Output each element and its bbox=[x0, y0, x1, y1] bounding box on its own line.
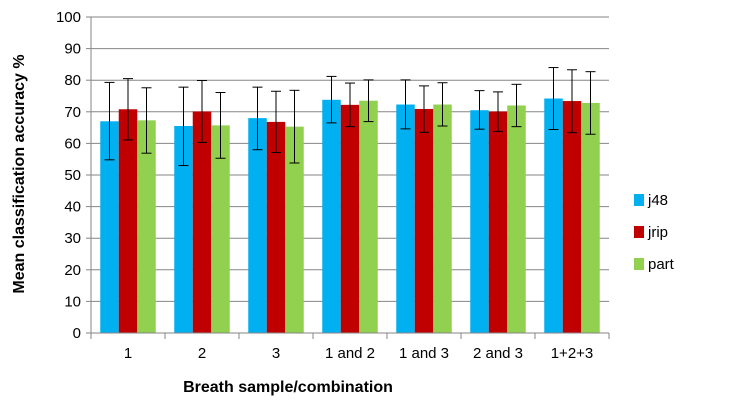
x-tick-label: 2 and 3 bbox=[473, 345, 523, 362]
y-tick-label: 30 bbox=[64, 230, 81, 247]
bar-part-6 bbox=[581, 102, 600, 334]
bar-part-4 bbox=[433, 104, 452, 333]
y-tick-label: 100 bbox=[56, 9, 81, 26]
bar-j48-3 bbox=[322, 99, 341, 334]
y-tick-label: 40 bbox=[64, 199, 81, 216]
bar-part-3 bbox=[359, 100, 378, 334]
error-bars bbox=[104, 67, 596, 167]
legend-label-j48: j48 bbox=[647, 192, 668, 209]
bar-j48-5 bbox=[470, 110, 489, 333]
legend-label-jrip: jrip bbox=[647, 224, 668, 241]
y-tick-label: 10 bbox=[64, 293, 81, 310]
x-tick-label: 1 bbox=[124, 345, 132, 362]
bar-j48-2 bbox=[248, 118, 267, 334]
y-tick-label: 60 bbox=[64, 135, 81, 152]
legend: j48 jrip part bbox=[634, 192, 675, 273]
bar-jrip-0 bbox=[118, 109, 138, 333]
bar-j48-0 bbox=[100, 121, 119, 333]
y-tick-label: 0 bbox=[73, 325, 81, 342]
x-tick-label: 1 and 3 bbox=[399, 345, 449, 362]
bar-j48-1 bbox=[174, 126, 193, 334]
y-tick-label: 50 bbox=[64, 167, 81, 184]
legend-swatch-j48 bbox=[634, 194, 644, 206]
bar-j48-6 bbox=[544, 98, 563, 333]
bar-part-1 bbox=[211, 125, 230, 333]
bar-jrip-2 bbox=[266, 121, 286, 333]
x-tick-label: 2 bbox=[198, 345, 206, 362]
x-tick-label: 1+2+3 bbox=[551, 345, 594, 362]
legend-swatch-part bbox=[634, 258, 644, 270]
legend-swatch-jrip bbox=[634, 226, 644, 238]
bar-jrip-6 bbox=[562, 101, 582, 333]
bar-part-0 bbox=[137, 120, 156, 333]
x-tick-label: 3 bbox=[272, 345, 280, 362]
bar-part-2 bbox=[285, 126, 304, 333]
y-axis-title: Mean classification accuracy % bbox=[11, 54, 28, 293]
x-tick-label: 1 and 2 bbox=[325, 345, 375, 362]
bar-jrip-1 bbox=[192, 111, 212, 333]
bar-jrip-3 bbox=[340, 104, 360, 334]
y-tick-label: 80 bbox=[64, 72, 81, 89]
bars bbox=[100, 98, 600, 334]
y-tick-label: 90 bbox=[64, 41, 81, 58]
x-axis-title: Breath sample/combination bbox=[183, 379, 393, 396]
y-tick-labels: 0 10 20 30 40 50 60 70 80 90 100 bbox=[56, 9, 81, 342]
bar-j48-4 bbox=[396, 104, 415, 333]
x-tick-labels: 1 2 3 1 and 2 1 and 3 2 and 3 1+2+3 bbox=[124, 345, 593, 362]
bar-jrip-5 bbox=[488, 111, 508, 333]
bar-part-5 bbox=[507, 105, 526, 333]
bar-jrip-4 bbox=[414, 108, 434, 334]
y-tick-label: 70 bbox=[64, 104, 81, 121]
axes bbox=[86, 16, 610, 339]
legend-label-part: part bbox=[648, 256, 675, 273]
y-tick-label: 20 bbox=[64, 262, 81, 279]
